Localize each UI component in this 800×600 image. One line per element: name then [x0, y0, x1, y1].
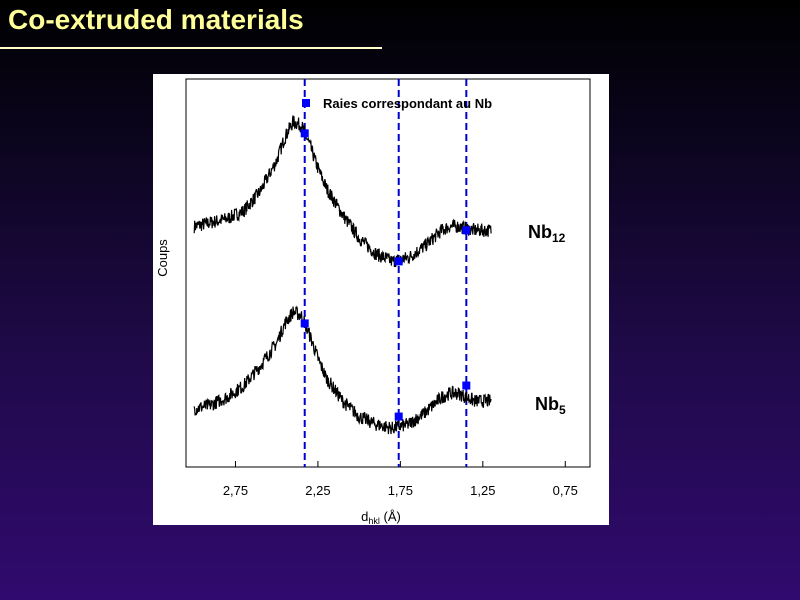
series-lines	[193, 115, 492, 435]
x-tick-label-3: 1,25	[470, 483, 495, 498]
slide-title: Co-extruded materials	[8, 4, 304, 35]
x-tick-label-2: 1,75	[388, 483, 413, 498]
series-label-nb12: Nb12	[528, 222, 566, 245]
x-tick-label-4: 0,75	[553, 483, 578, 498]
series-label-nb12-main: Nb	[528, 222, 552, 242]
title-underline	[0, 47, 382, 49]
x-ticks: 2,75 2,25 1,75 1,25 0,75	[223, 461, 578, 498]
x-tick-label-0: 2,75	[223, 483, 248, 498]
legend-marker	[302, 99, 310, 107]
series-label-nb5: Nb5	[535, 394, 566, 417]
x-axis-label-sub: hkl	[368, 516, 380, 525]
legend-label: Raies correspondant au Nb	[323, 96, 492, 111]
peak-marker-1	[394, 257, 403, 266]
xrd-chart: 2,75 2,25 1,75 1,25 0,75 Raies correspondant…	[155, 78, 591, 525]
series-label-nb12-sub: 12	[552, 231, 566, 245]
series-line-1	[193, 305, 492, 435]
x-axis-label-main: d	[361, 509, 368, 524]
peak-marker-2	[462, 226, 471, 235]
series-line-0	[193, 115, 492, 268]
peak-marker-3	[300, 319, 309, 328]
peak-markers	[300, 129, 471, 421]
chart-panel: 2,75 2,25 1,75 1,25 0,75 Raies correspondant…	[153, 74, 609, 525]
reference-lines	[303, 79, 468, 467]
peak-marker-5	[462, 381, 471, 390]
y-axis-label: Coups	[155, 239, 170, 277]
x-axis-label: dhkl (Å)	[361, 509, 401, 525]
peak-marker-4	[394, 412, 403, 421]
plot-frame	[185, 78, 591, 468]
peak-marker-0	[300, 129, 309, 138]
x-axis-label-unit: (Å)	[380, 509, 401, 524]
plot-frame-rect	[185, 78, 591, 468]
series-label-nb5-main: Nb	[535, 394, 559, 414]
x-tick-label-1: 2,25	[305, 483, 330, 498]
series-label-nb5-sub: 5	[559, 403, 566, 417]
